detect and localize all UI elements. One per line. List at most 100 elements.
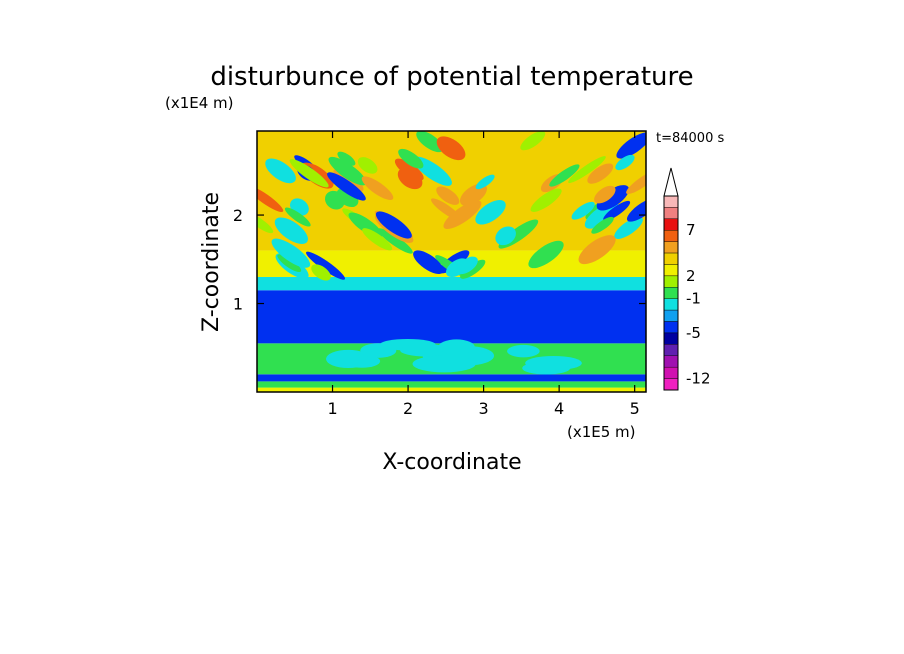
field-blob <box>626 170 646 195</box>
field-blob <box>311 264 331 281</box>
field-blob <box>614 217 643 239</box>
field-blob <box>459 183 487 206</box>
field-band-4 <box>257 290 646 344</box>
field-blob <box>522 361 571 375</box>
colorbar-swatch <box>663 241 679 254</box>
colorbar-swatch <box>663 321 679 334</box>
colorbar-swatch <box>663 378 679 391</box>
field-band-5 <box>257 276 646 291</box>
colorbar-frame <box>663 195 679 391</box>
field-blob <box>443 200 482 230</box>
field-blob <box>328 156 367 186</box>
colorbar-swatch <box>663 264 679 277</box>
plot-frame <box>256 130 647 393</box>
colorbar-swatch <box>663 309 679 322</box>
chart-title: disturbunce of potential temperature <box>210 62 693 92</box>
colorbar-label: -5 <box>686 324 701 342</box>
field-blob <box>357 157 378 174</box>
field-blob <box>530 188 562 212</box>
x-tick-label: 3 <box>479 399 489 418</box>
field-blob <box>284 207 311 227</box>
field-band-1 <box>257 381 646 388</box>
field-blob <box>306 251 346 280</box>
field-band-0 <box>257 387 646 392</box>
y-axis-title: Z-coordinate <box>199 192 224 332</box>
field-blob <box>325 349 371 369</box>
field-blob <box>578 235 616 265</box>
field-blob <box>377 228 413 254</box>
field-blob <box>615 154 635 171</box>
colorbar-swatch <box>663 218 679 231</box>
field-blob <box>394 158 424 181</box>
x-tick-label: 1 <box>327 399 337 418</box>
field-blob <box>271 238 311 268</box>
field-blob <box>265 158 296 184</box>
field-blob <box>257 185 284 212</box>
field-blob <box>362 228 393 251</box>
colorbar-swatch <box>663 355 679 368</box>
field-blob <box>495 226 516 246</box>
field-blob <box>398 148 424 169</box>
field-blob <box>571 201 595 220</box>
colorbar: 7 2 -1 -5 -12 <box>663 167 711 391</box>
field-blob <box>436 186 460 205</box>
field-blob <box>626 198 646 222</box>
x-tick-label: 2 <box>403 399 413 418</box>
field-blob <box>475 174 495 190</box>
field-blob <box>568 156 606 184</box>
field-blob <box>584 202 619 229</box>
x-scale-label: (x1E5 m) <box>567 423 636 441</box>
x-axis-title: X-coordinate <box>382 450 521 475</box>
plot-area <box>257 131 646 392</box>
field-blob <box>436 136 466 161</box>
colorbar-label: 7 <box>686 221 696 239</box>
field-blob <box>591 216 614 234</box>
field-blob <box>456 256 478 275</box>
field-blob <box>430 198 463 222</box>
time-label: t=84000 s <box>656 131 724 146</box>
field-blob <box>289 159 329 188</box>
field-blob <box>361 176 394 200</box>
x-tick-label: 5 <box>630 399 640 418</box>
field-blob <box>400 343 451 357</box>
field-blob <box>327 172 366 201</box>
field-blob <box>594 185 616 204</box>
colorbar-swatch <box>663 195 679 208</box>
colorbar-extend-arrow <box>663 167 679 197</box>
y-tick-label: 1 <box>233 295 243 314</box>
x-tick-label: 4 <box>554 399 564 418</box>
colorbar-swatch <box>663 252 679 265</box>
field-blob <box>337 151 356 166</box>
field-blob <box>596 185 630 211</box>
colorbar-swatch <box>663 230 679 242</box>
colorbar-label: 2 <box>686 267 696 285</box>
field-blob <box>616 132 646 159</box>
field-blob <box>277 254 302 273</box>
field-blob <box>413 250 444 275</box>
field-blob <box>520 131 546 151</box>
field-blob <box>528 240 564 269</box>
colorbar-label: -12 <box>686 370 711 388</box>
field-blob <box>325 190 345 210</box>
field-blob <box>274 217 309 244</box>
axis-ticks: 1 2 3 4 5 1 2 <box>233 131 646 418</box>
colorbar-swatch <box>663 332 679 345</box>
field-blob <box>416 131 444 153</box>
field-band-2 <box>257 374 646 382</box>
field-blob <box>603 200 631 221</box>
field-blob <box>475 200 506 225</box>
field-blob <box>587 163 614 184</box>
y-tick-label: 2 <box>233 206 243 225</box>
colorbar-swatch <box>663 275 679 288</box>
field-blob <box>549 164 580 187</box>
field-blob <box>375 211 412 239</box>
colorbar-swatch <box>663 298 679 311</box>
field-blob <box>507 344 540 358</box>
field-blob <box>460 259 486 279</box>
field-blob <box>257 213 274 234</box>
colorbar-swatch <box>663 207 679 220</box>
colorbar-swatch <box>663 366 679 379</box>
y-scale-label: (x1E4 m) <box>165 94 234 112</box>
field-blob <box>360 343 397 358</box>
